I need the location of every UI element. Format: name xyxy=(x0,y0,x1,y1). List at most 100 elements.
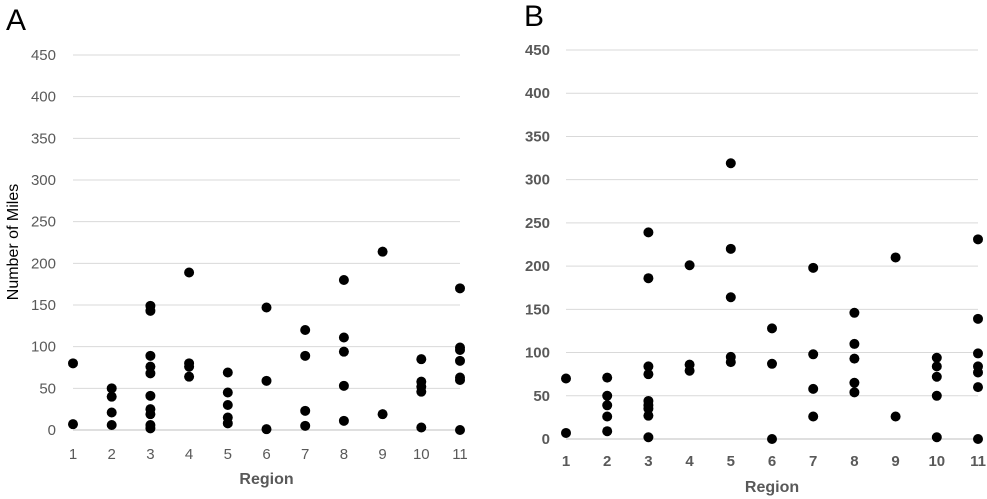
data-point xyxy=(725,158,736,169)
data-point xyxy=(643,410,654,421)
x-tick-label: 3 xyxy=(146,446,154,463)
data-point xyxy=(455,345,465,355)
x-tick-label: 1 xyxy=(69,446,77,463)
data-point xyxy=(455,283,465,294)
data-point xyxy=(106,420,117,430)
x-tick-label: 7 xyxy=(809,453,817,470)
data-point xyxy=(416,354,427,365)
y-tick-label: 350 xyxy=(31,130,56,147)
y-tick-label: 300 xyxy=(31,172,56,189)
y-tick-label: 0 xyxy=(542,431,550,448)
data-point xyxy=(455,375,465,385)
data-point xyxy=(849,387,860,398)
x-tick-label: 3 xyxy=(644,453,652,470)
data-point xyxy=(643,369,654,380)
data-point xyxy=(643,227,654,238)
data-point xyxy=(767,323,777,334)
data-point xyxy=(106,383,117,394)
data-point xyxy=(338,346,349,357)
y-tick-label: 200 xyxy=(31,255,56,272)
data-point xyxy=(106,407,117,418)
data-point xyxy=(184,267,195,278)
data-point xyxy=(300,350,311,361)
y-tick-label: 150 xyxy=(525,301,550,318)
data-point xyxy=(931,432,942,443)
data-point xyxy=(377,246,388,257)
data-point xyxy=(377,409,388,420)
y-tick-label: 350 xyxy=(525,128,550,145)
data-point xyxy=(455,355,465,366)
data-point xyxy=(222,387,233,398)
x-tick-label: 9 xyxy=(891,453,899,470)
data-point xyxy=(973,234,983,245)
data-point xyxy=(338,332,349,343)
x-tick-label: 11 xyxy=(452,446,468,463)
data-point xyxy=(145,409,156,420)
data-point xyxy=(684,260,695,271)
data-point xyxy=(184,361,195,372)
data-point xyxy=(145,390,156,401)
data-point xyxy=(261,375,272,386)
data-point xyxy=(561,427,571,438)
data-point xyxy=(725,292,736,303)
data-point xyxy=(973,348,983,359)
data-point xyxy=(808,383,819,394)
data-point xyxy=(973,313,983,324)
data-point xyxy=(808,411,819,422)
data-point xyxy=(973,367,983,378)
data-point xyxy=(767,434,777,444)
y-tick-label: 100 xyxy=(525,345,550,362)
data-point xyxy=(561,373,571,384)
data-point xyxy=(602,411,613,422)
data-point xyxy=(931,352,942,363)
data-point xyxy=(261,424,272,435)
x-tick-label: 2 xyxy=(108,446,116,463)
data-point xyxy=(725,357,736,368)
data-point xyxy=(145,368,156,379)
y-tick-label: 50 xyxy=(39,380,56,397)
data-point xyxy=(973,434,983,444)
data-point xyxy=(68,419,78,430)
data-point xyxy=(602,426,613,437)
y-tick-label: 0 xyxy=(48,422,56,439)
x-tick-label: 7 xyxy=(301,446,309,463)
data-point xyxy=(973,382,983,393)
x-tick-label: 2 xyxy=(603,453,611,470)
x-tick-label: 6 xyxy=(768,453,776,470)
x-axis-title: Region xyxy=(239,471,293,488)
data-point xyxy=(684,365,695,376)
x-tick-label: 5 xyxy=(727,453,735,470)
x-tick-label: 6 xyxy=(262,446,270,463)
data-point xyxy=(338,415,349,426)
data-point xyxy=(145,305,156,316)
data-point xyxy=(416,386,427,397)
y-tick-label: 400 xyxy=(31,89,56,106)
x-tick-label: 4 xyxy=(185,446,193,463)
data-point xyxy=(602,400,613,411)
x-tick-label: 5 xyxy=(224,446,232,463)
data-point xyxy=(849,307,860,318)
data-point xyxy=(849,353,860,364)
data-point xyxy=(643,432,654,443)
data-point xyxy=(338,380,349,391)
y-tick-label: 450 xyxy=(525,42,550,59)
y-tick-label: 250 xyxy=(525,215,550,232)
data-point xyxy=(184,371,195,382)
y-tick-label: 250 xyxy=(31,214,56,231)
x-tick-label: 11 xyxy=(970,453,986,470)
data-point xyxy=(602,390,613,401)
data-point xyxy=(643,403,654,414)
data-point xyxy=(767,358,777,369)
y-tick-label: 200 xyxy=(525,258,550,275)
data-point xyxy=(68,358,78,369)
data-point xyxy=(300,405,311,416)
data-point xyxy=(602,372,613,383)
data-point xyxy=(643,361,654,372)
data-point xyxy=(300,420,311,431)
data-point xyxy=(222,418,233,429)
x-tick-label: 10 xyxy=(413,446,430,463)
x-tick-label: 9 xyxy=(378,446,386,463)
x-tick-label: 4 xyxy=(685,453,694,470)
data-point xyxy=(808,349,819,360)
